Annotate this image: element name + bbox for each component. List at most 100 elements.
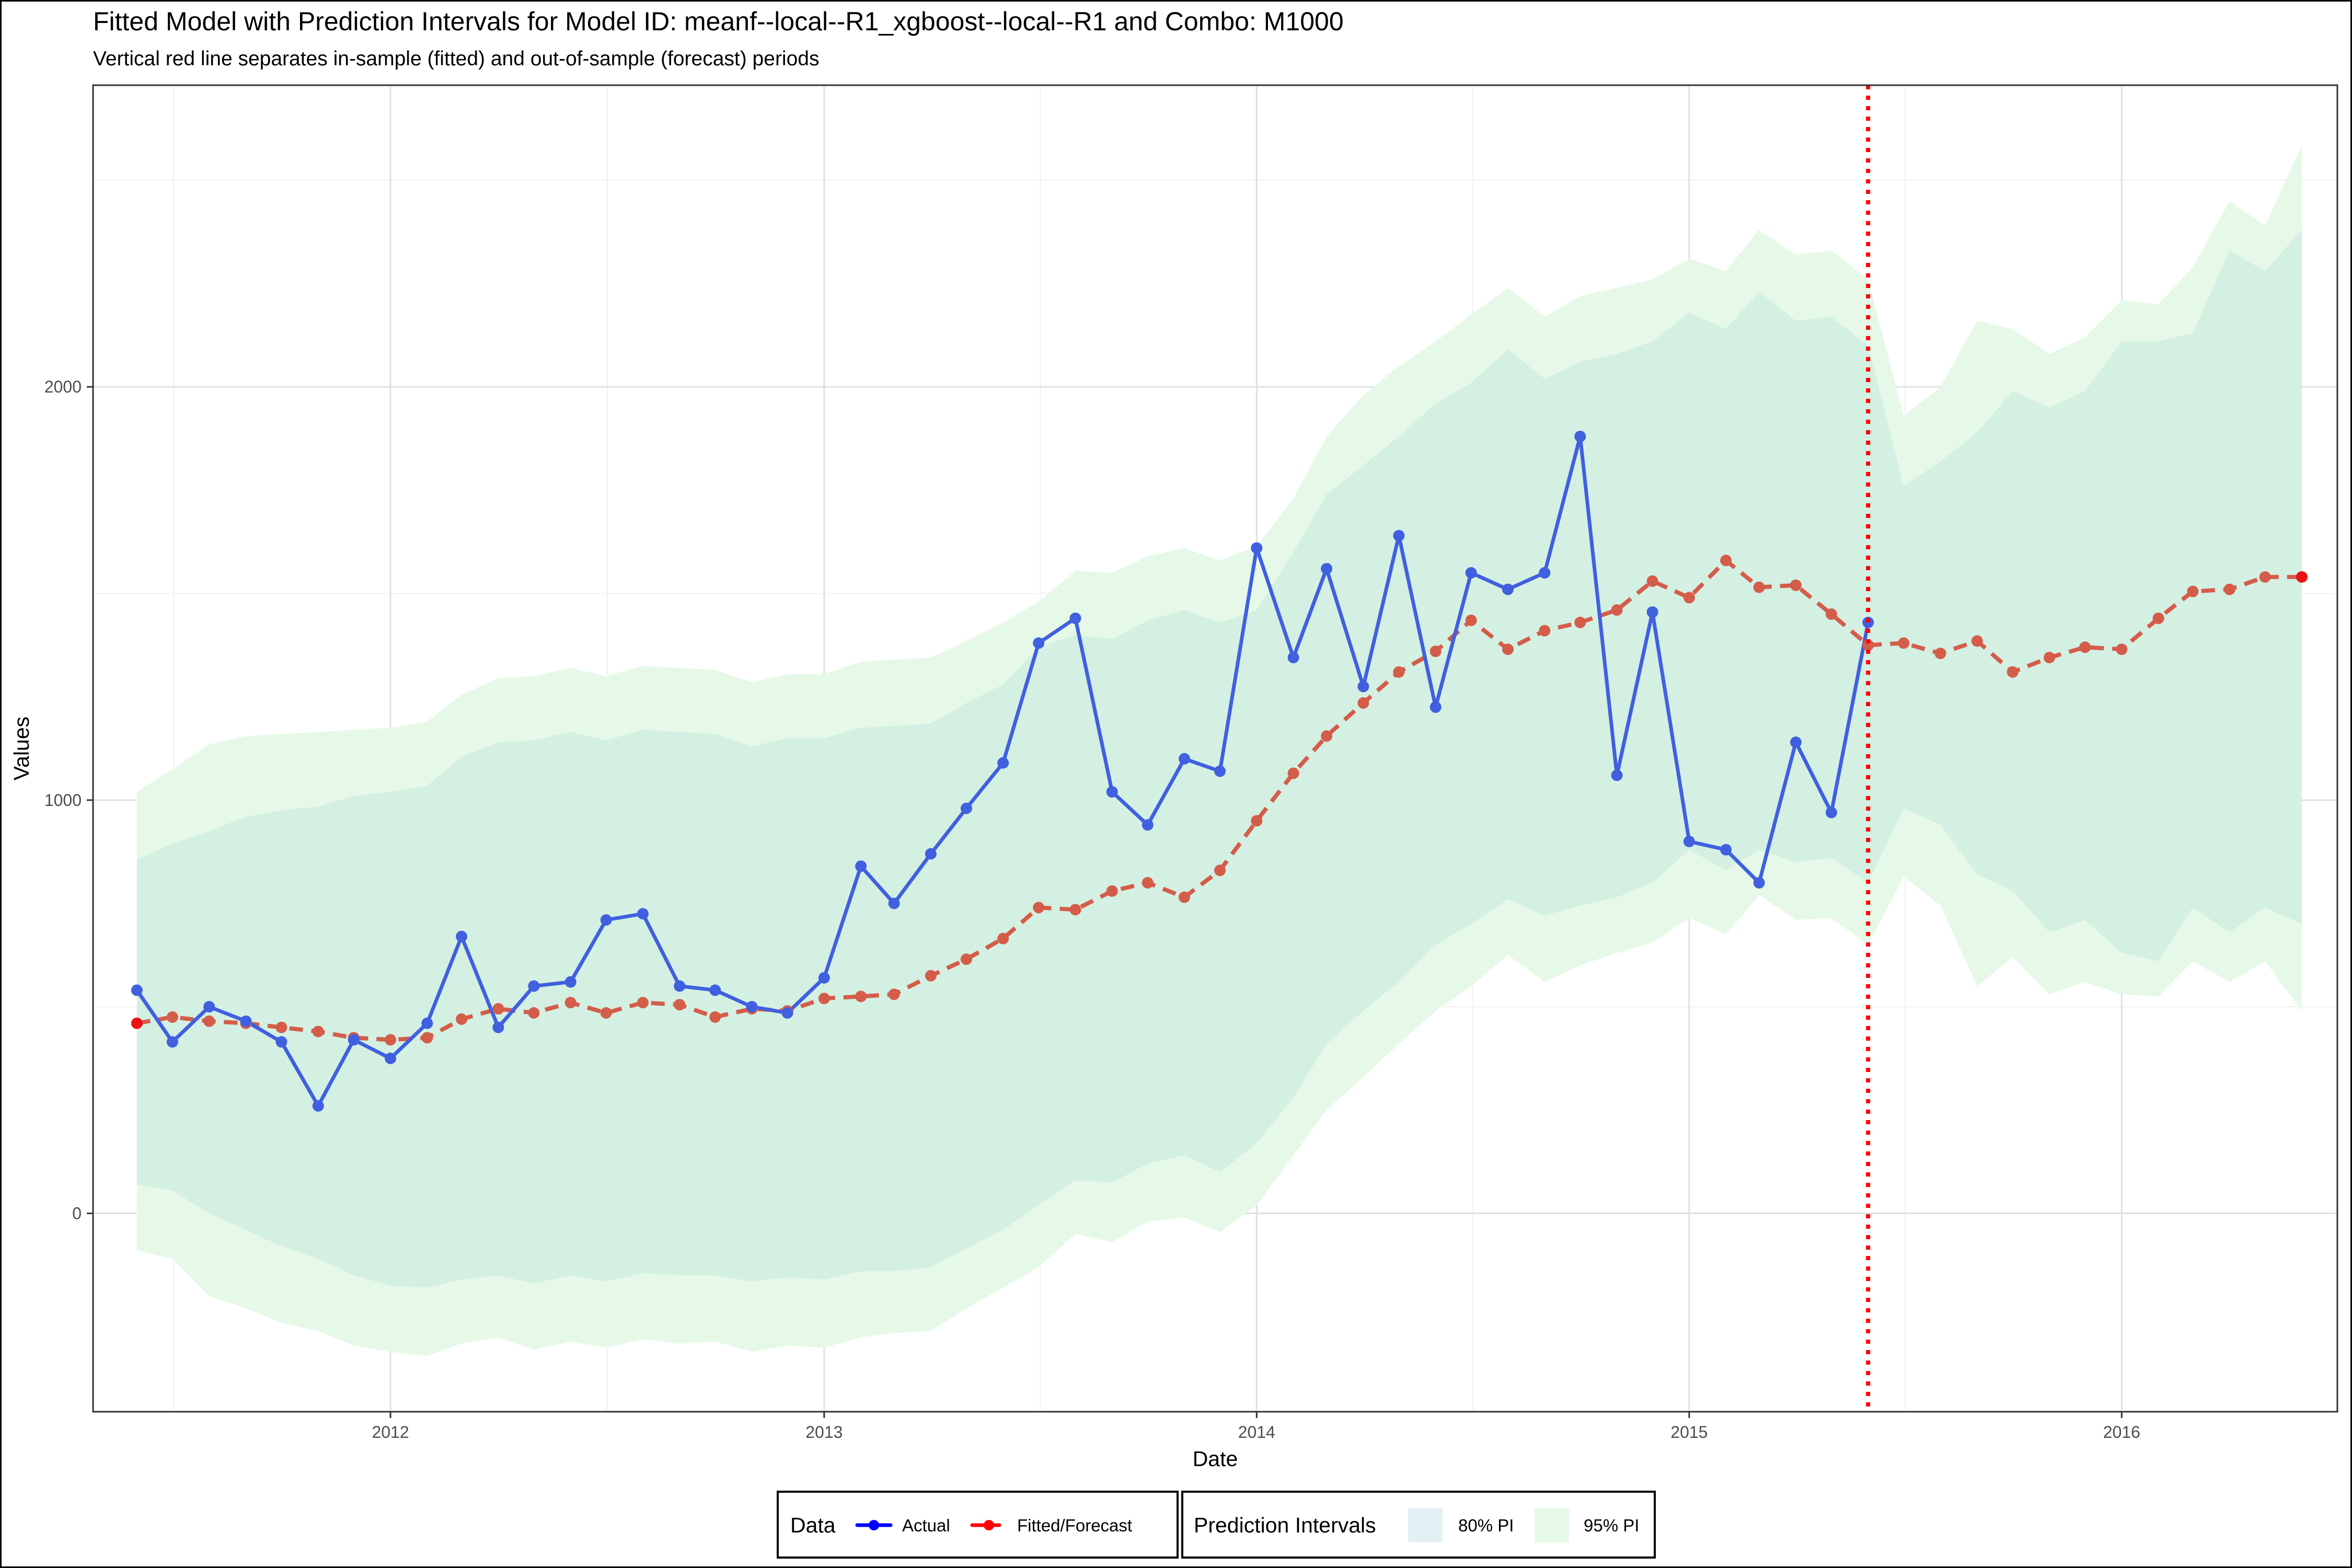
fitted-point <box>2079 641 2091 653</box>
fitted-point <box>1393 666 1405 678</box>
fitted-point <box>1251 815 1263 827</box>
actual-point <box>855 860 867 872</box>
actual-point <box>564 976 577 988</box>
plot-panel-border <box>92 84 2338 1413</box>
fitted-point <box>1069 904 1081 916</box>
fitted-point <box>1934 648 1946 660</box>
actual-point <box>746 1001 758 1013</box>
actual-point <box>1720 844 1732 856</box>
actual-point <box>1465 567 1477 579</box>
actual-point <box>1142 819 1154 831</box>
actual-point <box>1069 612 1081 624</box>
actual-point <box>637 908 649 920</box>
x-axis-ticks: 2012 2013 2014 2015 2016 <box>372 1412 2140 1442</box>
x-tick-label: 2013 <box>805 1423 843 1442</box>
actual-point <box>709 984 721 996</box>
series-points <box>131 431 2308 1112</box>
x-axis-label: Date <box>1193 1447 1238 1471</box>
legend-fitted-point <box>984 1520 994 1530</box>
fitted-point <box>312 1025 324 1037</box>
actual-point <box>312 1100 324 1112</box>
fitted-point <box>888 988 900 1000</box>
fitted-point <box>421 1032 433 1044</box>
actual-point <box>275 1036 287 1048</box>
actual-point <box>925 848 937 860</box>
x-tick-label: 2015 <box>1670 1423 1708 1442</box>
actual-point <box>1251 542 1263 554</box>
fitted-point <box>1321 730 1333 742</box>
fitted-point <box>131 1017 143 1029</box>
actual-point <box>1753 877 1765 889</box>
fitted-point <box>1646 575 1658 587</box>
legend-pi-title: Prediction Intervals <box>1194 1513 1376 1537</box>
fitted-point <box>1753 581 1765 593</box>
fitted-point <box>709 1011 721 1023</box>
fitted-point <box>925 970 937 982</box>
fitted-point <box>564 997 577 1009</box>
actual-point <box>960 802 972 814</box>
legend-95pi-label: 95% PI <box>1584 1516 1639 1535</box>
fitted-point <box>1971 635 1983 647</box>
y-axis-ticks: 0 1000 2000 <box>44 377 93 1223</box>
actual-point <box>1502 583 1514 595</box>
fitted-point <box>1106 885 1118 897</box>
fitted-point <box>1683 592 1695 604</box>
fitted-point <box>1539 625 1551 637</box>
fitted-point <box>1357 697 1369 709</box>
fitted-point <box>1790 579 1802 591</box>
actual-point <box>781 1007 793 1019</box>
actual-point <box>131 984 143 996</box>
fitted-point <box>600 1007 612 1019</box>
fitted-point <box>2116 643 2128 655</box>
actual-point <box>1646 606 1658 618</box>
fitted-point <box>1429 645 1442 658</box>
fitted-point <box>166 1011 178 1023</box>
fitted-point <box>1611 604 1623 616</box>
fitted-point <box>385 1034 397 1046</box>
actual-point <box>385 1052 397 1064</box>
actual-point <box>348 1034 360 1046</box>
actual-point <box>456 930 468 942</box>
fitted-point <box>637 997 649 1009</box>
fitted-point <box>2223 583 2235 595</box>
fitted-point <box>1179 891 1191 903</box>
actual-point <box>888 897 900 909</box>
actual-point <box>240 1015 252 1027</box>
actual-point <box>674 980 686 992</box>
actual-point <box>528 980 540 992</box>
chart-title: Fitted Model with Prediction Intervals f… <box>93 7 1344 36</box>
actual-point <box>1393 529 1405 541</box>
actual-point <box>1683 835 1695 847</box>
legend-80pi-swatch <box>1408 1508 1443 1542</box>
fitted-point <box>2187 585 2199 597</box>
y-tick-label: 2000 <box>44 377 82 396</box>
y-tick-label: 0 <box>72 1204 82 1223</box>
actual-point <box>1825 806 1837 818</box>
actual-point <box>1539 567 1551 579</box>
fitted-point <box>1465 614 1477 626</box>
legend-95pi-swatch <box>1535 1508 1569 1542</box>
y-axis-label: Values <box>9 717 33 780</box>
legend-actual-point <box>869 1520 879 1530</box>
x-tick-label: 2012 <box>372 1423 409 1442</box>
actual-point <box>203 1001 215 1013</box>
actual-point <box>166 1036 178 1048</box>
legend-fitted-label: Fitted/Forecast <box>1017 1516 1132 1535</box>
actual-point <box>1106 786 1118 798</box>
fitted-point <box>1502 643 1514 655</box>
actual-point <box>421 1017 433 1029</box>
fitted-point <box>1825 608 1837 620</box>
legend-intervals: Prediction Intervals 80% PI 95% PI <box>1181 1491 1656 1559</box>
fitted-point <box>1214 864 1226 877</box>
fitted-point <box>818 993 830 1005</box>
actual-point <box>1574 431 1586 443</box>
legend-80pi-label: 80% PI <box>1458 1516 1514 1535</box>
actual-point <box>492 1021 504 1033</box>
fitted-point <box>203 1015 215 1027</box>
fitted-point <box>2259 571 2271 583</box>
fitted-point <box>1898 637 1910 649</box>
y-tick-label: 1000 <box>44 791 82 810</box>
fitted-point <box>456 1013 468 1025</box>
actual-point <box>997 757 1009 769</box>
